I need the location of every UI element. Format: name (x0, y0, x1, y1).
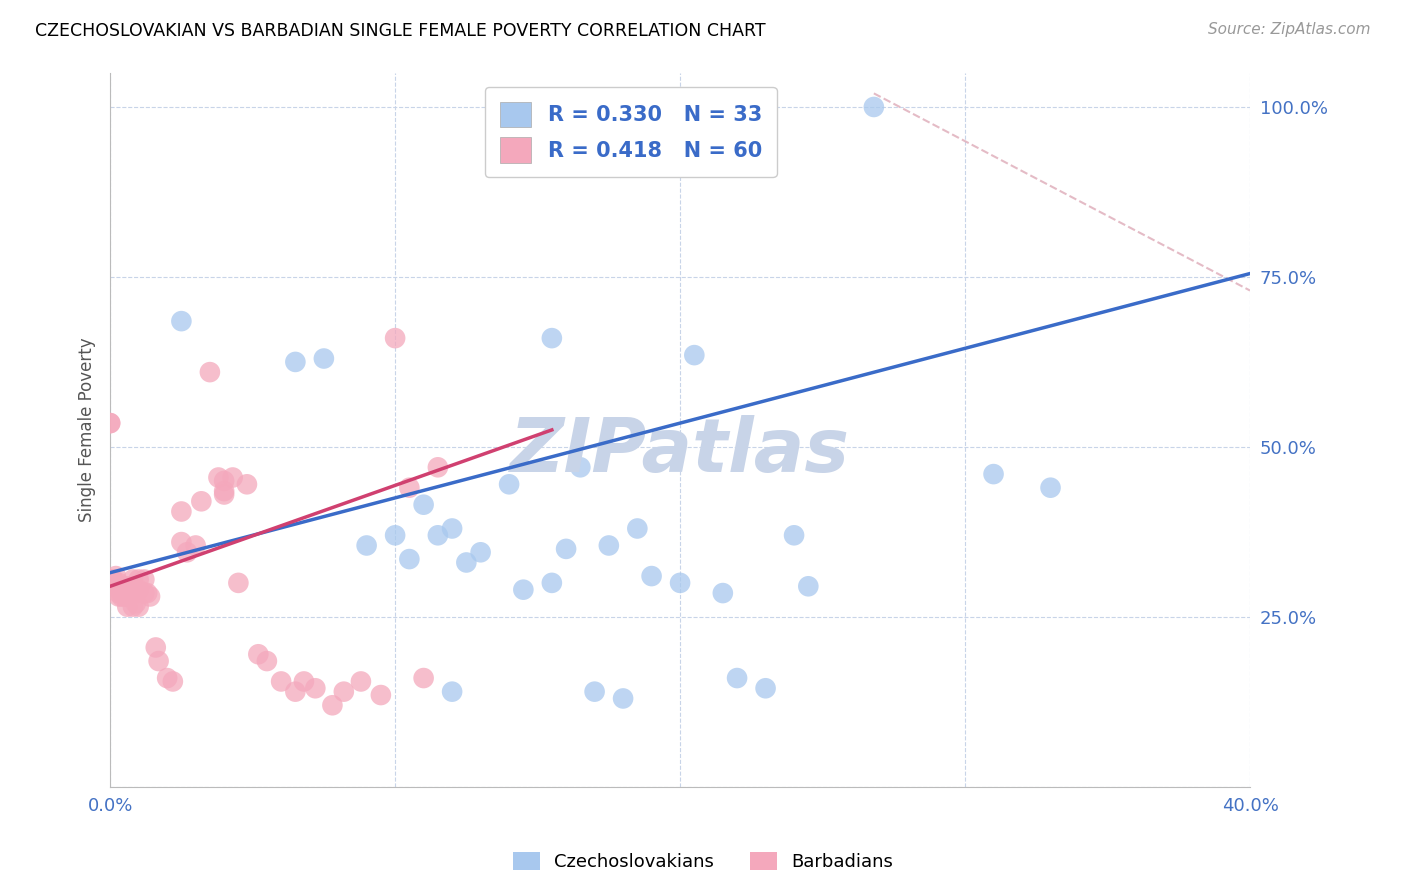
Point (350, 674, 373, 689)
Point (304, 681, 326, 696)
Point (398, 481, 420, 495)
Point (107, 590, 129, 604)
Point (110, 590, 132, 604)
Point (356, 539, 378, 553)
Point (122, 582, 145, 597)
Point (384, 331, 406, 345)
Point (292, 674, 315, 689)
Point (456, 556, 478, 570)
Point (128, 599, 150, 614)
Point (470, 545, 492, 559)
Point (125, 586, 148, 600)
Point (555, 541, 578, 556)
Point (170, 314, 193, 328)
Point (110, 586, 132, 600)
Point (145, 640, 167, 655)
Point (134, 586, 156, 600)
Point (583, 684, 606, 698)
Point (1039, 481, 1062, 495)
Point (101, 573, 124, 587)
Point (441, 684, 464, 698)
Point (117, 590, 139, 604)
Point (640, 569, 662, 583)
Point (221, 470, 243, 484)
Point (270, 674, 292, 689)
Point (156, 671, 179, 685)
Point (321, 698, 343, 713)
Point (198, 365, 221, 379)
Legend: R = 0.330   N = 33, R = 0.418   N = 60: R = 0.330 N = 33, R = 0.418 N = 60 (485, 87, 776, 178)
Point (755, 681, 778, 696)
Point (120, 586, 142, 600)
Point (162, 674, 184, 689)
Text: ZIPatlas: ZIPatlas (510, 415, 851, 488)
Point (426, 460, 449, 475)
Point (139, 590, 162, 604)
Point (107, 586, 129, 600)
Point (626, 521, 648, 535)
Point (120, 579, 142, 593)
Point (104, 569, 127, 583)
Point (312, 351, 335, 366)
Point (441, 521, 464, 535)
Point (101, 573, 124, 587)
Text: CZECHOSLOVAKIAN VS BARBADIAN SINGLE FEMALE POVERTY CORRELATION CHART: CZECHOSLOVAKIAN VS BARBADIAN SINGLE FEMA… (35, 22, 766, 40)
Point (112, 590, 135, 604)
Point (598, 539, 620, 553)
Point (612, 691, 634, 706)
Point (228, 575, 250, 590)
Point (669, 575, 692, 590)
Point (412, 671, 434, 685)
Point (184, 539, 207, 553)
Point (284, 684, 307, 698)
Legend: Czechoslovakians, Barbadians: Czechoslovakians, Barbadians (505, 845, 901, 879)
Point (207, 470, 229, 484)
Y-axis label: Single Female Poverty: Single Female Poverty (79, 337, 96, 522)
Point (98, 416, 121, 430)
Point (725, 671, 748, 685)
Point (117, 599, 139, 614)
Point (333, 684, 356, 698)
Point (212, 484, 235, 499)
Point (136, 586, 159, 600)
Point (247, 647, 270, 661)
Point (98, 416, 121, 430)
Point (176, 545, 198, 559)
Point (190, 494, 212, 508)
Point (370, 688, 392, 702)
Point (797, 579, 820, 593)
Point (212, 474, 235, 488)
Point (540, 331, 562, 345)
Point (236, 477, 259, 491)
Point (284, 355, 307, 369)
Point (498, 477, 520, 491)
Point (148, 654, 170, 668)
Point (122, 599, 145, 614)
Point (212, 487, 235, 501)
Point (384, 528, 406, 542)
Point (107, 575, 129, 590)
Point (569, 460, 592, 475)
Point (170, 504, 193, 518)
Point (112, 579, 135, 593)
Point (783, 528, 806, 542)
Point (398, 552, 420, 566)
Point (983, 467, 1005, 482)
Point (512, 582, 534, 597)
Point (122, 573, 145, 587)
Point (540, 575, 562, 590)
Point (256, 654, 278, 668)
Point (170, 535, 193, 549)
Point (104, 579, 127, 593)
Point (683, 348, 706, 362)
Point (125, 596, 148, 610)
Text: Source: ZipAtlas.com: Source: ZipAtlas.com (1208, 22, 1371, 37)
Point (128, 573, 150, 587)
Point (711, 586, 734, 600)
Point (863, 100, 886, 114)
Point (128, 582, 150, 597)
Point (426, 528, 449, 542)
Point (412, 498, 434, 512)
Point (134, 573, 156, 587)
